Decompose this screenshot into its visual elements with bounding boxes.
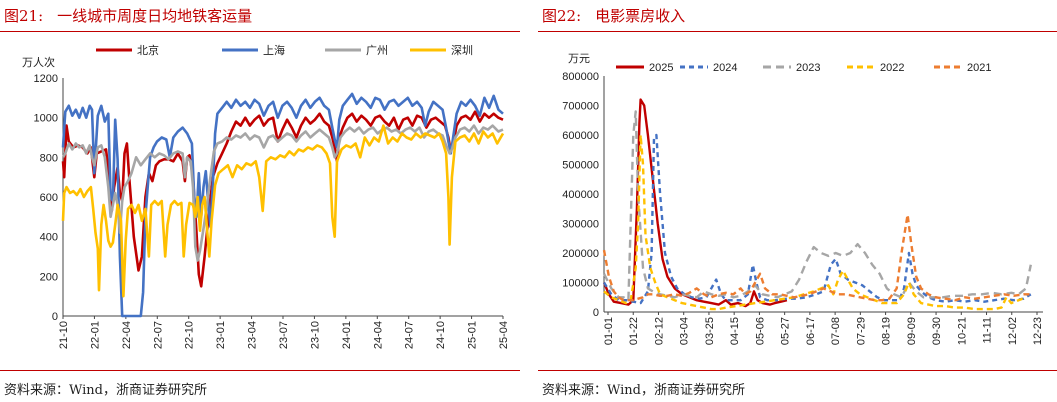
figure-22-panel: 图22: 电影票房收入 万元 0 100000 200000 300000 400000 50… (538, 0, 1057, 402)
series-line-2021 (602, 213, 1031, 302)
legend-label: 广州 (366, 44, 388, 57)
x-tick-label: 03-04 (679, 317, 691, 345)
x-tick-label: 22-01 (89, 321, 101, 349)
source-divider (538, 370, 1057, 371)
y-tick-label: 1000 (34, 113, 58, 125)
x-tick-label: 07-29 (855, 317, 867, 345)
series-line-深圳 (61, 124, 505, 298)
figure-21-title-text: 一线城市周度日均地铁客运量 (57, 7, 253, 25)
source-divider (0, 370, 520, 371)
legend-label: 2025 (649, 62, 673, 74)
title-divider (538, 31, 1057, 32)
x-tick-label: 11-11 (982, 317, 994, 344)
x-tick-label: 12-23 (1032, 317, 1044, 345)
x-tick-label: 12-02 (1007, 317, 1019, 345)
legend-label: 2024 (713, 62, 737, 74)
x-tick-label: 01-01 (603, 317, 615, 345)
x-tick-label: 23-07 (278, 321, 290, 349)
x-tick-label: 24-04 (372, 321, 384, 349)
x-tick-label: 23-04 (247, 321, 259, 349)
x-tick-label: 05-06 (754, 317, 766, 345)
legend-label: 深圳 (451, 44, 473, 57)
x-tick-label: 24-01 (341, 321, 353, 349)
x-tick-label: 02-12 (653, 317, 665, 345)
source-note: 资料来源：Wind，浙商证券研究所 (542, 383, 745, 398)
x-tick-label: 23-10 (309, 321, 321, 349)
figure-21-panel: 图21: 一线城市周度日均地铁客运量 万人次 0 200 400 600 800 1000 12… (0, 0, 520, 402)
x-tick-label: 24-10 (435, 321, 447, 349)
legend-label: 2022 (880, 62, 904, 74)
figure-21-label: 图21: (4, 7, 44, 25)
y-tick-label: 700000 (562, 101, 599, 113)
y-tick-label: 400 (40, 232, 58, 244)
y-tick-label: 100000 (562, 278, 599, 290)
legend-label: 上海 (263, 43, 285, 57)
metro-ridership-chart: 万人次 0 200 400 600 800 1000 1200 21-10 22-01 22-04 2… (22, 43, 510, 349)
y-axis-unit-label: 万元 (568, 53, 590, 65)
x-tick-label: 07-08 (830, 317, 842, 345)
y-tick-label: 600000 (562, 130, 599, 142)
y-tick-label: 300000 (562, 219, 599, 231)
figure-22-label: 图22: (542, 7, 582, 25)
legend-label: 2023 (796, 62, 820, 74)
series-line-2022 (603, 133, 1027, 311)
figure-22-title-text: 电影票房收入 (595, 7, 686, 25)
series-line-2023 (602, 110, 1032, 302)
x-tick-label: 08-19 (881, 317, 893, 345)
x-tick-label: 22-10 (184, 321, 196, 349)
x-tick-label: 22-07 (152, 321, 164, 349)
y-tick-label: 500000 (562, 160, 599, 172)
x-tick-label: 05-27 (780, 317, 792, 345)
x-tick-label: 09-09 (906, 317, 918, 345)
legend-label: 2021 (967, 62, 991, 74)
y-tick-label: 600 (40, 192, 58, 204)
x-tick-label: 01-22 (628, 317, 640, 345)
y-tick-label: 0 (593, 307, 599, 319)
source-note: 资料来源：Wind，浙商证券研究所 (4, 383, 207, 398)
figure-21-title: 图21: 一线城市周度日均地铁客运量 (4, 5, 252, 26)
y-axis-unit-label: 万人次 (22, 55, 55, 69)
x-tick-label: 03-25 (704, 317, 716, 345)
x-tick-label: 09-30 (931, 317, 943, 345)
y-tick-label: 1200 (34, 73, 58, 85)
title-divider (0, 31, 520, 32)
y-tick-label: 200 (40, 271, 58, 283)
x-tick-label: 04-15 (729, 317, 741, 345)
y-tick-label: 200000 (562, 248, 599, 260)
series-line-上海 (61, 92, 504, 318)
series-line-2024 (602, 133, 1032, 305)
y-tick-label: 800000 (562, 71, 599, 83)
figure-22-title: 图22: 电影票房收入 (542, 5, 685, 26)
y-tick-label: 800 (40, 152, 58, 164)
x-tick-label: 10-21 (956, 317, 968, 345)
legend-label: 北京 (137, 43, 159, 57)
y-tick-label: 400000 (562, 189, 599, 201)
x-tick-label: 06-17 (805, 317, 817, 345)
x-tick-label: 21-10 (58, 321, 70, 349)
x-tick-label: 24-07 (404, 321, 416, 349)
x-tick-label: 25-01 (467, 321, 479, 349)
box-office-chart: 万元 0 100000 200000 300000 400000 500000 600000 7… (562, 53, 1044, 345)
x-tick-label: 23-01 (215, 321, 227, 349)
x-tick-label: 22-04 (121, 321, 133, 349)
series-line-广州 (61, 124, 504, 262)
x-tick-label: 25-04 (498, 321, 510, 349)
y-tick-label: 0 (52, 311, 58, 323)
